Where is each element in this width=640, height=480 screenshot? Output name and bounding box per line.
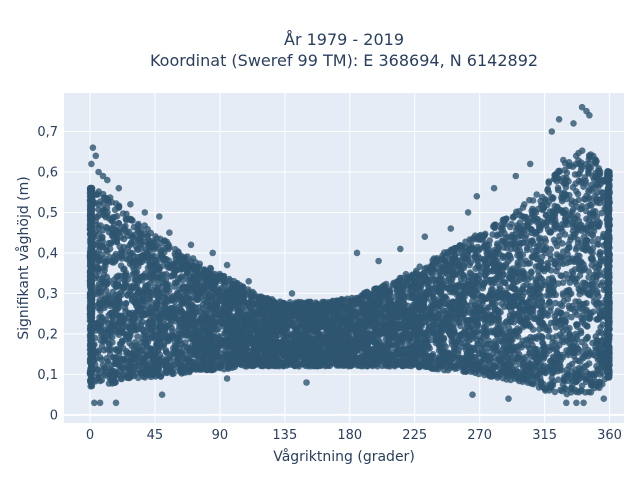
data-point [201,275,209,283]
data-point [466,236,474,243]
data-point [546,298,553,306]
data-point [521,201,528,208]
data-point [559,290,567,297]
data-point [157,373,165,380]
data-point [597,342,605,349]
data-point [117,262,125,270]
data-point [598,209,605,217]
data-point [119,210,127,217]
data-point [595,241,602,248]
data-point [475,264,483,271]
data-point [564,349,572,357]
data-point [566,279,574,286]
data-point [550,194,557,202]
data-point [554,264,562,271]
data-point [544,226,552,233]
data-point [549,353,557,361]
data-point [470,330,478,338]
data-point [101,266,108,274]
data-point [588,202,595,209]
data-point [201,308,209,316]
data-point [558,337,565,344]
data-point [583,237,590,245]
data-point [493,343,500,350]
data-points [86,103,613,407]
data-point [111,206,119,214]
data-point [585,274,592,281]
data-point [163,270,170,278]
data-point [523,246,531,254]
data-point [112,200,120,207]
data-point [547,303,555,311]
data-point [572,152,580,160]
data-point [560,156,567,164]
data-point [589,238,596,245]
data-point [551,388,559,396]
data-point [518,343,525,351]
data-point [578,147,586,154]
data-point [377,306,385,314]
data-point [455,318,463,326]
data-point [162,348,170,356]
data-point [545,189,552,196]
data-point [121,226,128,233]
data-point [588,231,596,238]
data-point [559,279,567,287]
data-point [486,358,493,366]
data-point [554,184,562,192]
data-point [134,333,141,340]
data-point [565,286,573,294]
data-point [489,349,497,357]
data-point [563,311,570,318]
data-point [503,215,510,222]
data-point [161,237,168,244]
data-point [557,259,564,266]
data-point [515,208,523,215]
